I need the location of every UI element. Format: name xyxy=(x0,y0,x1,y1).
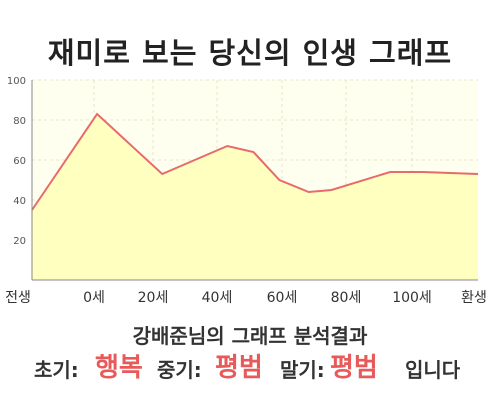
y-tick-label: 100 xyxy=(7,76,26,87)
x-tick-label: 60세 xyxy=(267,290,298,306)
page-title: 재미로 보는 당신의 인생 그래프 xyxy=(47,36,453,70)
x-tick-label: 100세 xyxy=(392,290,432,306)
result-summary: 초기: 행복 중기: 평범 말기: 평범 입니다 xyxy=(0,346,500,383)
mid-label: 중기: xyxy=(157,358,202,382)
x-axis: 전생 0세 20세 40세 60세 80세 100세 환생 xyxy=(5,290,487,306)
late-label: 말기: xyxy=(280,358,325,382)
early-value: 행복 xyxy=(95,353,143,383)
life-graph-chart: 20 40 60 80 100 전생 0세 20세 40세 60세 80세 100세 환생 xyxy=(5,76,487,306)
x-tick-label: 환생 xyxy=(461,290,487,306)
x-tick-label: 전생 xyxy=(5,290,31,306)
early-label: 초기: xyxy=(34,358,79,382)
result-heading: 강배준님의 그래프 분석결과 xyxy=(132,324,368,348)
y-axis: 20 40 60 80 100 xyxy=(7,76,26,247)
y-tick-label: 60 xyxy=(13,156,26,167)
late-value: 평범 xyxy=(330,353,378,383)
series-area xyxy=(32,114,478,280)
x-tick-label: 20세 xyxy=(138,290,169,306)
x-tick-label: 0세 xyxy=(83,290,105,306)
x-tick-label: 80세 xyxy=(331,290,362,306)
mid-value: 평범 xyxy=(215,353,263,383)
series-line xyxy=(31,112,479,211)
y-tick-label: 40 xyxy=(13,196,26,207)
y-tick-label: 20 xyxy=(13,236,26,247)
x-tick-label: 40세 xyxy=(202,290,233,306)
y-tick-label: 80 xyxy=(13,116,26,127)
result-suffix: 입니다 xyxy=(405,358,461,382)
